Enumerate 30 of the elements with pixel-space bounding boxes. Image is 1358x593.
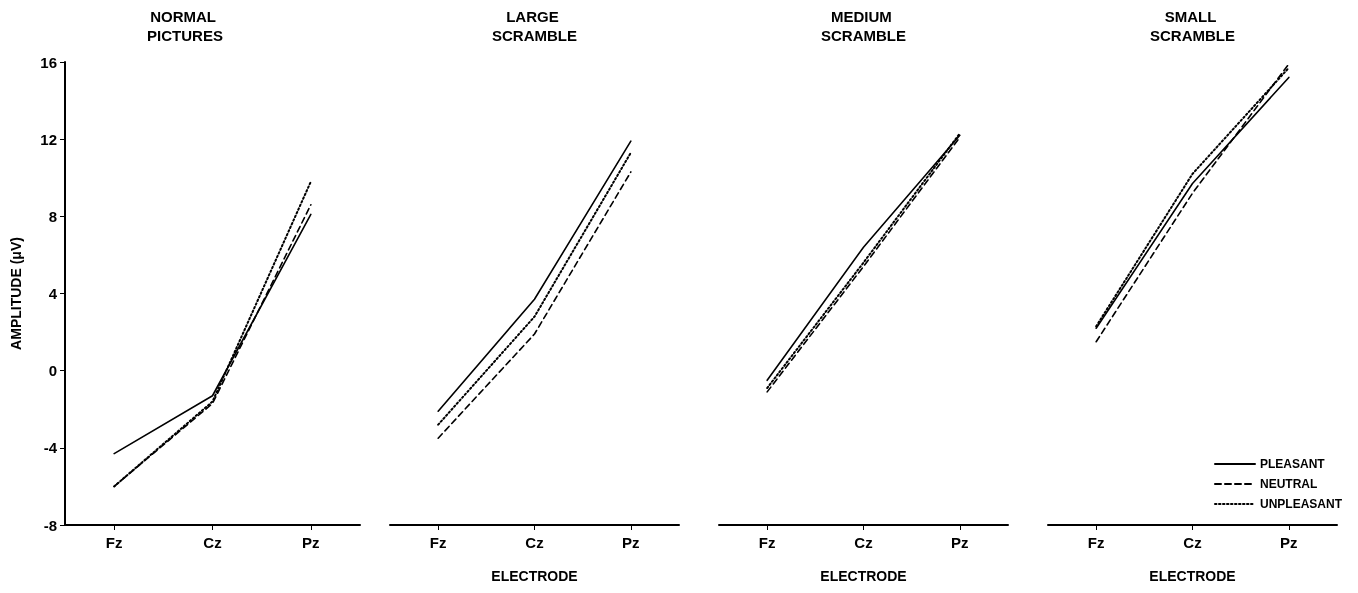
chart-title: NORMAL PICTURES <box>147 8 223 44</box>
x-tick-label: Fz <box>429 534 447 551</box>
x-tick-label: Pz <box>302 534 320 551</box>
chart-title: LARGE SCRAMBLE <box>492 8 577 44</box>
chart-title: MEDIUM SCRAMBLE <box>821 8 906 44</box>
x-axis-title: ELECTRODE <box>820 568 907 584</box>
y-tick-label: -4 <box>43 439 58 457</box>
x-tick-label: Pz <box>622 534 640 551</box>
x-tick-label: Fz <box>758 534 776 551</box>
y-tick-label: 16 <box>40 53 57 71</box>
y-tick-label: -8 <box>43 516 57 534</box>
chart-title: SMALL SCRAMBLE <box>1150 8 1235 44</box>
x-tick-label: Cz <box>854 534 873 551</box>
x-tick-label: Cz <box>203 534 222 551</box>
y-tick-label: 12 <box>40 130 57 148</box>
x-tick-label: Fz <box>1087 534 1105 551</box>
y-tick-label: 0 <box>48 362 57 380</box>
x-tick-label: Pz <box>1280 534 1298 551</box>
y-axis-title: AMPLITUDE (μV) <box>8 237 24 350</box>
x-axis-title: ELECTRODE <box>1149 568 1236 584</box>
y-tick-label: 4 <box>48 285 58 302</box>
x-tick-label: Fz <box>105 534 123 551</box>
legend-label: UNPLEASANT <box>1260 497 1343 511</box>
legend-label: NEUTRAL <box>1260 477 1318 491</box>
legend-label: PLEASANT <box>1260 457 1326 471</box>
y-tick-label: 8 <box>48 207 57 225</box>
x-tick-label: Cz <box>525 534 544 551</box>
x-axis-title: ELECTRODE <box>491 568 578 584</box>
x-tick-label: Cz <box>1183 534 1202 551</box>
x-tick-label: Pz <box>951 534 969 551</box>
